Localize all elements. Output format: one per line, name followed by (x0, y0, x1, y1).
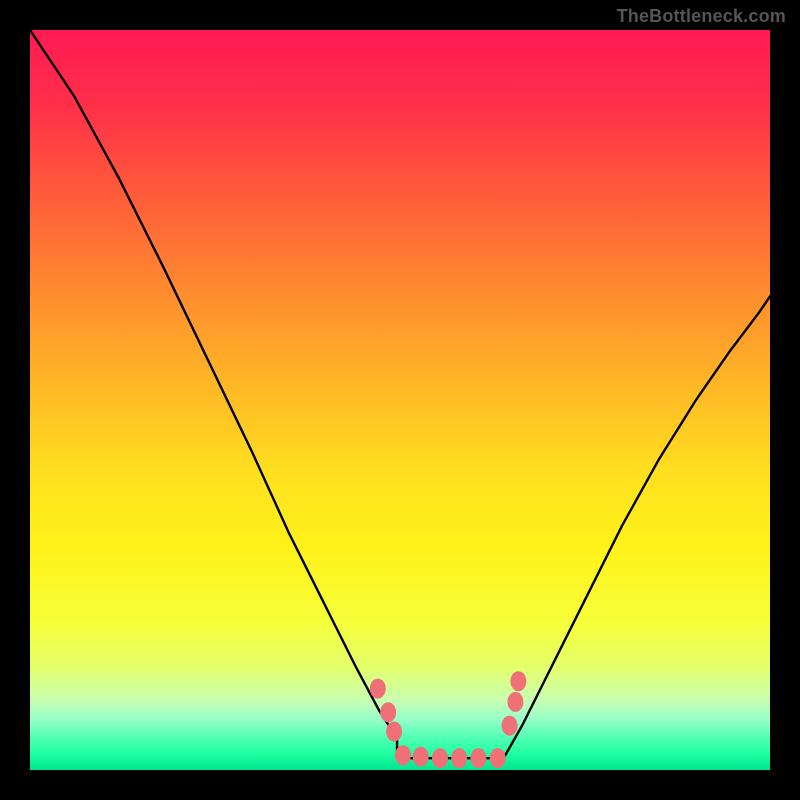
curve-marker (451, 748, 467, 768)
curve-marker (510, 671, 526, 691)
curve-marker (470, 748, 486, 768)
curve-marker (413, 747, 429, 767)
curve-marker (380, 702, 396, 722)
plot-area (30, 30, 770, 770)
curve-marker (432, 748, 448, 768)
chart-frame: TheBottleneck.com (0, 0, 800, 800)
curve-marker (502, 716, 518, 736)
curve-marker (386, 722, 402, 742)
curve-marker (507, 692, 523, 712)
watermark-text: TheBottleneck.com (617, 6, 786, 27)
chart-svg (30, 30, 770, 770)
curve-marker (370, 679, 386, 699)
gradient-background (30, 30, 770, 770)
curve-marker (395, 745, 411, 765)
curve-marker (490, 748, 506, 768)
